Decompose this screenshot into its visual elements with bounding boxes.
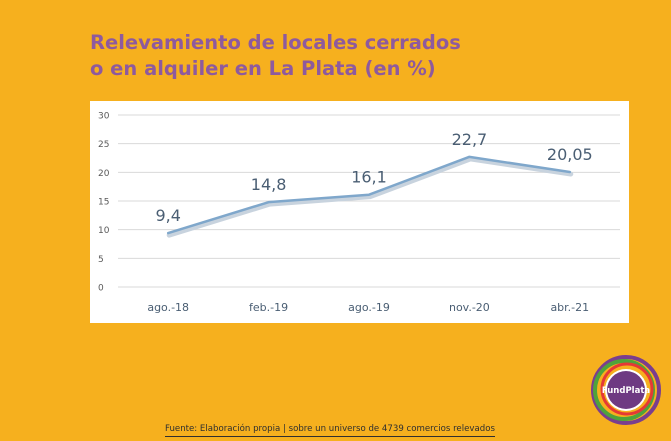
- data-label: 16,1: [351, 168, 387, 187]
- series-line-shadow: [166, 156, 574, 238]
- line-chart: 0 5 10 15 20 25 30 ago.-18 feb.-19 ago.-19 nov.-2…: [98, 112, 620, 314]
- y-tick-label: 10: [98, 226, 110, 236]
- x-tick-label: feb.-19: [249, 301, 288, 314]
- data-label: 20,05: [547, 145, 593, 164]
- fundplata-logo: FundPlata: [591, 355, 661, 425]
- x-tick-label: nov.-20: [449, 301, 490, 314]
- x-tick-label: abr.-21: [550, 301, 589, 314]
- logo-text: FundPlata: [602, 386, 651, 396]
- title-line-2: o en alquiler en La Plata (en %): [90, 57, 436, 80]
- data-label: 22,7: [452, 130, 488, 149]
- chart-title: Relevamiento de locales cerrados o en al…: [90, 30, 461, 82]
- y-tick-label: 25: [98, 140, 109, 150]
- y-tick-label: 5: [98, 255, 104, 265]
- y-tick-label: 20: [98, 169, 110, 179]
- y-tick-label: 15: [98, 198, 109, 208]
- source-footnote: Fuente: Elaboración propia | sobre un un…: [165, 424, 495, 437]
- y-tick-label: 30: [98, 112, 110, 122]
- data-label: 9,4: [155, 206, 180, 225]
- title-line-1: Relevamiento de locales cerrados: [90, 31, 461, 54]
- y-tick-label: 0: [98, 284, 104, 294]
- x-tick-label: ago.-18: [147, 301, 189, 314]
- chart-panel: 0 5 10 15 20 25 30 ago.-18 feb.-19 ago.-19 nov.-2…: [90, 101, 629, 323]
- x-tick-label: ago.-19: [348, 301, 390, 314]
- x-axis-ticks: ago.-18 feb.-19 ago.-19 nov.-20 abr.-21: [147, 301, 589, 314]
- data-labels: 9,4 14,8 16,1 22,7 20,05: [155, 130, 592, 225]
- data-points: [168, 156, 570, 234]
- gridlines: [118, 114, 620, 288]
- y-axis-ticks: 0 5 10 15 20 25 30: [98, 112, 110, 294]
- data-label: 14,8: [251, 175, 287, 194]
